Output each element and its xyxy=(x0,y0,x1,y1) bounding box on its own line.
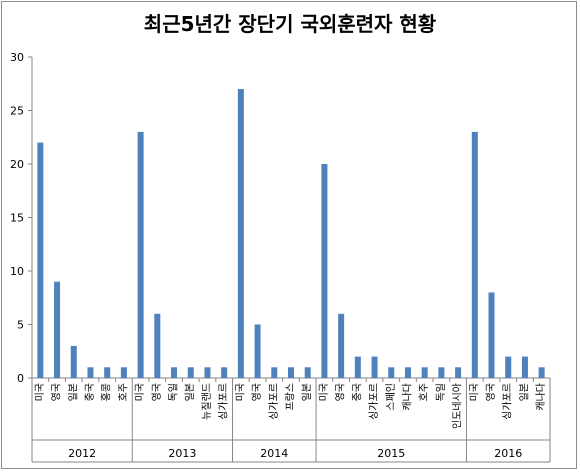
y-tick-label: 30 xyxy=(10,51,24,64)
x-category-label: 싱가포르 xyxy=(218,383,230,420)
x-category-label: 중국 xyxy=(351,383,363,401)
bar xyxy=(304,367,311,378)
bar xyxy=(271,367,278,378)
x-category-label: 싱가포르 xyxy=(368,383,380,420)
x-category-label: 영국 xyxy=(251,383,263,401)
bar xyxy=(171,367,178,378)
x-category-label: 호주 xyxy=(117,383,129,401)
y-tick-label: 25 xyxy=(10,105,24,118)
x-category-label: 뉴질랜드 xyxy=(201,383,213,420)
x-category-label: 영국 xyxy=(51,383,63,401)
bar xyxy=(104,367,111,378)
bar xyxy=(70,345,77,378)
bar xyxy=(538,367,545,378)
x-category-label: 독일 xyxy=(168,383,180,401)
x-category-label: 캐나다 xyxy=(535,383,547,411)
x-category-label: 홍콩 xyxy=(100,383,113,401)
x-category-label: 호주 xyxy=(418,383,430,401)
x-category-label: 일본 xyxy=(67,383,79,401)
y-tick-label: 20 xyxy=(10,158,24,171)
y-tick-label: 15 xyxy=(10,212,24,225)
bar xyxy=(54,281,61,378)
bar xyxy=(404,367,411,378)
bar xyxy=(204,367,211,378)
bar xyxy=(137,131,144,378)
bar xyxy=(87,367,94,378)
x-category-label: 인도네시아 xyxy=(452,383,464,429)
bar xyxy=(154,313,161,378)
x-category-label: 프랑스 xyxy=(285,383,297,411)
x-category-label: 중국 xyxy=(84,383,96,401)
bar xyxy=(321,164,328,378)
bar xyxy=(488,292,495,378)
y-tick-label: 0 xyxy=(17,372,24,385)
chart-title: 최근5년간 장단기 국외훈련자 현황 xyxy=(143,12,437,36)
x-category-label: 캐나다 xyxy=(401,383,413,411)
bar xyxy=(521,356,528,378)
x-category-label: 미국 xyxy=(468,383,480,401)
x-category-label: 미국 xyxy=(34,383,46,401)
x-category-label: 싱가포르 xyxy=(502,383,514,420)
y-tick-label: 10 xyxy=(10,265,24,278)
bar xyxy=(221,367,228,378)
bar xyxy=(187,367,194,378)
bar xyxy=(288,367,294,378)
x-category-label: 일본 xyxy=(184,383,196,401)
x-group-label: 2016 xyxy=(494,447,522,460)
x-category-label: 미국 xyxy=(134,383,146,401)
x-category-label: 독일 xyxy=(435,383,447,401)
x-category-label: 미국 xyxy=(234,383,246,401)
bar xyxy=(338,313,345,378)
x-group-label: 2012 xyxy=(68,447,96,460)
bar xyxy=(354,356,361,378)
y-tick-label: 5 xyxy=(17,319,24,332)
bar xyxy=(505,356,512,378)
bar xyxy=(388,367,395,378)
bar xyxy=(371,356,378,378)
x-category-label: 영국 xyxy=(335,383,347,401)
x-category-label: 영국 xyxy=(151,383,163,401)
x-group-label: 2014 xyxy=(260,447,288,460)
x-group-label: 2015 xyxy=(377,447,405,460)
bar xyxy=(237,89,244,378)
x-category-label: 일본 xyxy=(518,383,530,401)
bar xyxy=(120,367,127,378)
x-category-label: 스페인 xyxy=(385,383,397,411)
x-category-label: 싱가포르 xyxy=(268,383,280,420)
x-group-label: 2013 xyxy=(168,447,196,460)
bar xyxy=(421,367,428,378)
x-category-label: 미국 xyxy=(318,383,330,401)
x-category-label: 일본 xyxy=(301,383,313,401)
bar xyxy=(455,367,462,378)
bar xyxy=(471,131,478,378)
bar xyxy=(37,142,44,378)
x-category-label: 영국 xyxy=(485,383,497,401)
bar xyxy=(438,367,445,378)
bar xyxy=(254,324,261,378)
